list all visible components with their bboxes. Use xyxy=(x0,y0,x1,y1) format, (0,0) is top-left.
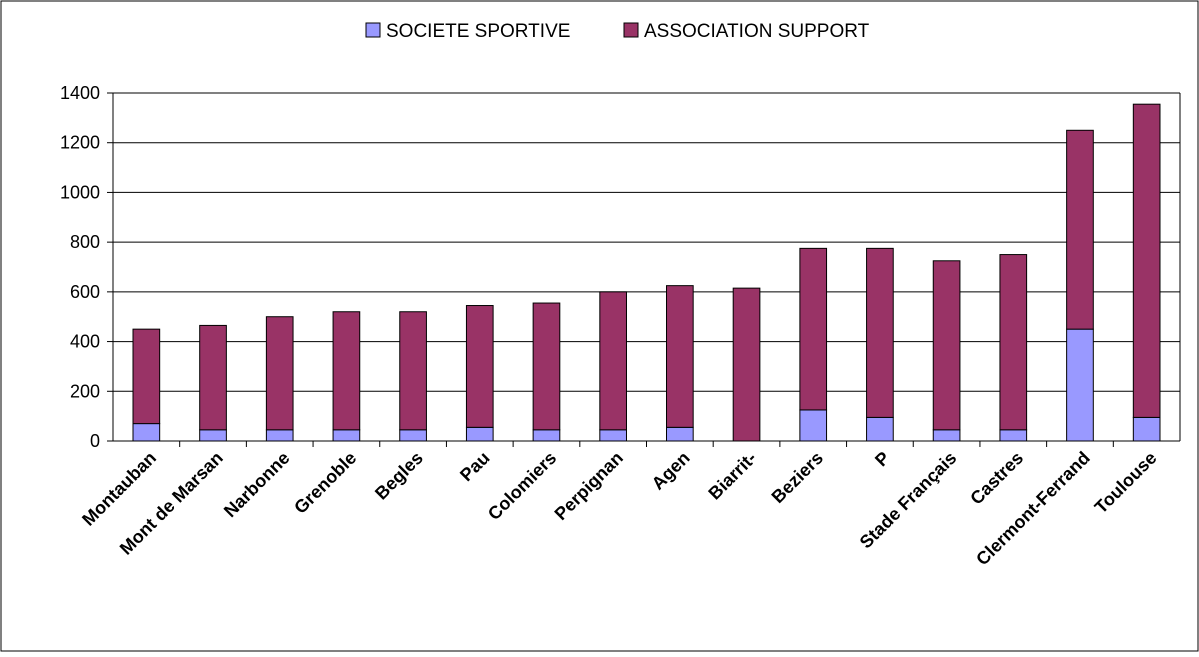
bar-segment-association-support xyxy=(265,316,294,431)
bar-segment-societe-sportive xyxy=(1066,328,1094,442)
legend-label-association-support: ASSOCIATION SUPPORT xyxy=(644,21,870,42)
bar-segment-societe-sportive xyxy=(866,416,894,442)
axes xyxy=(107,92,1181,447)
bar-segment-societe-sportive xyxy=(132,423,161,442)
bar-segment-association-support xyxy=(132,328,161,425)
y-tick-label: 1400 xyxy=(60,83,100,103)
bar-segment-association-support xyxy=(799,247,828,411)
bars xyxy=(132,103,1161,442)
bar-segment-societe-sportive xyxy=(532,429,561,442)
legend-label-societe-sportive: SOCIETE SPORTIVE xyxy=(386,21,570,42)
y-tick-labels: 0 200 400 600 800 1000 1200 1400 xyxy=(60,83,100,451)
legend-swatch-association-support xyxy=(623,22,639,38)
bar-segment-societe-sportive xyxy=(199,429,227,442)
bar-segment-association-support xyxy=(532,302,561,431)
bar-segment-societe-sportive xyxy=(799,409,828,442)
bar-segment-association-support xyxy=(1066,129,1094,330)
y-tick-label: 400 xyxy=(70,332,100,352)
bar-segment-association-support xyxy=(465,305,494,428)
bar-segment-societe-sportive xyxy=(666,426,694,442)
y-tick-label: 1000 xyxy=(60,182,100,202)
bar-segment-association-support xyxy=(732,287,761,442)
y-tick-label: 0 xyxy=(90,431,100,451)
y-tick-label: 200 xyxy=(70,381,100,401)
y-tick-label: 1200 xyxy=(60,133,100,153)
bar-segment-association-support xyxy=(666,285,694,428)
bar-segment-societe-sportive xyxy=(999,429,1028,442)
y-tick-label: 600 xyxy=(70,282,100,302)
legend-swatch-societe-sportive xyxy=(365,22,381,38)
bar-segment-societe-sportive xyxy=(265,429,294,442)
bar-segment-societe-sportive xyxy=(399,429,427,442)
bar-segment-association-support xyxy=(1132,103,1161,418)
y-tick-label: 800 xyxy=(70,232,100,252)
bar-segment-societe-sportive xyxy=(932,429,961,442)
bar-segment-association-support xyxy=(399,311,427,431)
bar-segment-societe-sportive xyxy=(599,429,627,442)
bar-segment-association-support xyxy=(599,291,627,431)
bar-segment-association-support xyxy=(932,260,961,431)
bar-segment-association-support xyxy=(999,254,1028,431)
bar-segment-societe-sportive xyxy=(1132,416,1161,442)
bar-segment-societe-sportive xyxy=(465,426,494,442)
bar-segment-association-support xyxy=(866,247,894,418)
bar-segment-association-support xyxy=(332,311,361,431)
bar-segment-association-support xyxy=(199,324,227,431)
bar-segment-societe-sportive xyxy=(332,429,361,442)
legend: SOCIETE SPORTIVE ASSOCIATION SUPPORT xyxy=(365,21,870,42)
